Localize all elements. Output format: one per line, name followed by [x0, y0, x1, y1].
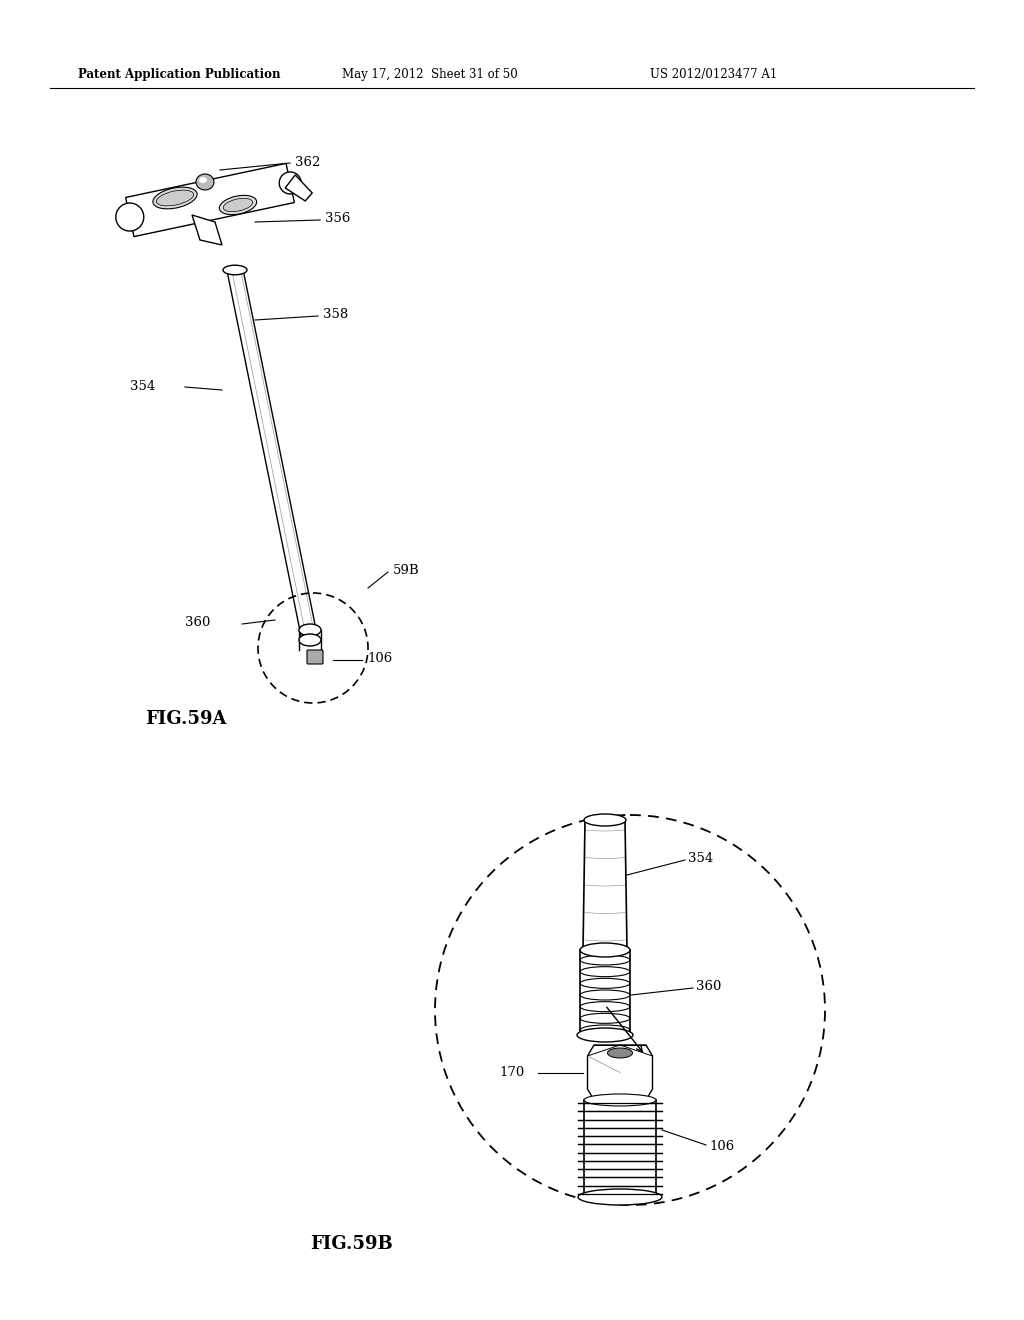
Text: 360: 360 — [185, 616, 210, 630]
Text: 106: 106 — [367, 652, 392, 665]
Ellipse shape — [157, 190, 194, 206]
Ellipse shape — [219, 195, 257, 215]
Text: Patent Application Publication: Patent Application Publication — [78, 69, 281, 81]
Polygon shape — [227, 268, 317, 642]
Text: FIG.59B: FIG.59B — [310, 1236, 393, 1253]
Text: FIG.59A: FIG.59A — [145, 710, 226, 729]
Ellipse shape — [116, 203, 143, 231]
Text: 59B: 59B — [393, 565, 420, 578]
Text: 354: 354 — [130, 380, 156, 392]
Text: 356: 356 — [325, 213, 350, 226]
Ellipse shape — [280, 172, 301, 194]
Ellipse shape — [607, 1048, 633, 1059]
Text: 358: 358 — [323, 309, 348, 322]
Ellipse shape — [299, 634, 321, 645]
FancyBboxPatch shape — [307, 649, 323, 664]
Ellipse shape — [580, 942, 630, 957]
Ellipse shape — [199, 177, 207, 183]
Ellipse shape — [153, 187, 197, 209]
Ellipse shape — [584, 814, 626, 826]
Text: 106: 106 — [709, 1139, 734, 1152]
Polygon shape — [588, 1045, 652, 1100]
Ellipse shape — [581, 1014, 629, 1022]
Ellipse shape — [581, 979, 629, 987]
Text: 360: 360 — [696, 981, 721, 994]
Ellipse shape — [581, 1003, 629, 1011]
Bar — [584, 1100, 656, 1197]
Text: 354: 354 — [688, 853, 714, 866]
Ellipse shape — [581, 956, 629, 964]
Polygon shape — [193, 215, 222, 246]
Ellipse shape — [581, 1026, 629, 1034]
Ellipse shape — [299, 624, 321, 636]
Ellipse shape — [584, 1094, 656, 1106]
Ellipse shape — [223, 198, 253, 211]
Ellipse shape — [578, 1189, 662, 1205]
Polygon shape — [286, 176, 312, 201]
Ellipse shape — [196, 174, 214, 190]
Text: 170: 170 — [500, 1067, 524, 1078]
Text: US 2012/0123477 A1: US 2012/0123477 A1 — [650, 69, 777, 81]
Ellipse shape — [223, 265, 247, 275]
Ellipse shape — [581, 968, 629, 975]
Ellipse shape — [577, 1028, 633, 1041]
Polygon shape — [126, 164, 294, 236]
Text: 362: 362 — [295, 156, 321, 169]
Ellipse shape — [581, 991, 629, 999]
Text: May 17, 2012  Sheet 31 of 50: May 17, 2012 Sheet 31 of 50 — [342, 69, 518, 81]
